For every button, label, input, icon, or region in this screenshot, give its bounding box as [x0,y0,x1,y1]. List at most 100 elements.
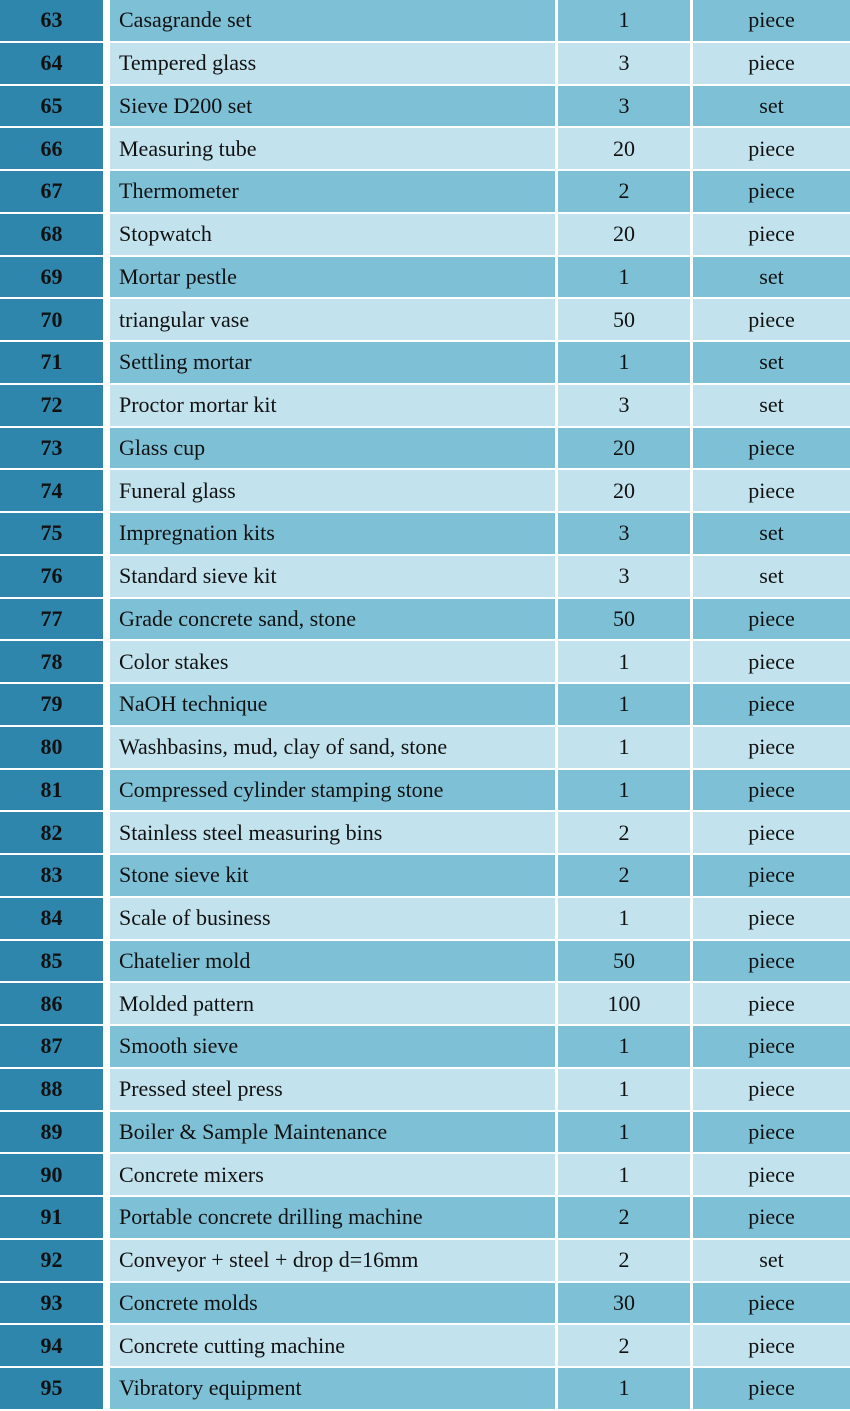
item-name: Tempered glass [110,42,555,84]
item-name: NaOH technique [110,684,555,725]
item-quantity: 30 [558,1282,690,1324]
item-quantity: 1 [558,1154,690,1195]
item-unit: piece [693,726,850,768]
item-unit: piece [693,940,850,982]
item-name: Compressed cylinder stamping stone [110,769,555,811]
item-quantity: 1 [558,684,690,725]
item-unit: piece [693,42,850,84]
table-row: 83 Stone sieve kit 2 piece [0,855,850,896]
table-row: 93 Concrete molds 30 piece [0,1282,850,1324]
item-unit: piece [693,855,850,896]
item-quantity: 1 [558,256,690,298]
item-number: 67 [0,171,103,212]
table-row: 85 Chatelier mold 50 piece [0,940,850,982]
table-row: 68 Stopwatch 20 piece [0,213,850,255]
item-quantity: 2 [558,1197,690,1238]
item-unit: piece [693,0,850,41]
item-quantity: 2 [558,171,690,212]
item-number: 78 [0,641,103,682]
item-unit: piece [693,1026,850,1067]
item-quantity: 3 [558,513,690,554]
item-number: 91 [0,1197,103,1238]
item-quantity: 2 [558,855,690,896]
item-unit: piece [693,1368,850,1409]
item-quantity: 100 [558,983,690,1024]
item-name: Boiler & Sample Maintenance [110,1111,555,1153]
item-number: 81 [0,769,103,811]
item-name: Conveyor + steel + drop d=16mm [110,1239,555,1281]
item-number: 65 [0,85,103,127]
table-row: 95 Vibratory equipment 1 piece [0,1368,850,1409]
item-name: Vibratory equipment [110,1368,555,1409]
item-name: Chatelier mold [110,940,555,982]
item-number: 72 [0,384,103,426]
item-name: Stainless steel measuring bins [110,812,555,853]
item-number: 71 [0,342,103,383]
item-unit: piece [693,897,850,939]
item-name: Sieve D200 set [110,85,555,127]
item-name: Concrete mixers [110,1154,555,1195]
item-name: Scale of business [110,897,555,939]
item-name: Stopwatch [110,213,555,255]
item-quantity: 1 [558,0,690,41]
item-number: 64 [0,42,103,84]
table-row: 80 Washbasins, mud, clay of sand, stone 1 p… [0,726,850,768]
item-unit: set [693,256,850,298]
item-quantity: 1 [558,1111,690,1153]
item-number: 79 [0,684,103,725]
item-number: 94 [0,1325,103,1366]
item-number: 86 [0,983,103,1024]
table-row: 63 Casagrande set 1 piece [0,0,850,41]
item-quantity: 2 [558,1239,690,1281]
item-unit: set [693,384,850,426]
item-unit: piece [693,598,850,640]
item-quantity: 50 [558,940,690,982]
table-row: 74 Funeral glass 20 piece [0,470,850,511]
item-name: Proctor mortar kit [110,384,555,426]
item-name: Funeral glass [110,470,555,511]
item-quantity: 1 [558,1368,690,1409]
item-unit: piece [693,1197,850,1238]
item-unit: piece [693,983,850,1024]
table-row: 78 Color stakes 1 piece [0,641,850,682]
item-unit: piece [693,299,850,340]
table-row: 82 Stainless steel measuring bins 2 piece [0,812,850,853]
item-number: 89 [0,1111,103,1153]
item-unit: piece [693,1111,850,1153]
item-unit: piece [693,641,850,682]
table-row: 72 Proctor mortar kit 3 set [0,384,850,426]
item-number: 73 [0,427,103,469]
item-name: Casagrande set [110,0,555,41]
item-name: Thermometer [110,171,555,212]
item-name: Mortar pestle [110,256,555,298]
table-row: 67 Thermometer 2 piece [0,171,850,212]
item-number: 82 [0,812,103,853]
item-name: Grade concrete sand, stone [110,598,555,640]
item-name: Settling mortar [110,342,555,383]
item-number: 88 [0,1068,103,1110]
table-row: 65 Sieve D200 set 3 set [0,85,850,127]
item-quantity: 3 [558,85,690,127]
item-number: 87 [0,1026,103,1067]
item-number: 74 [0,470,103,511]
item-quantity: 1 [558,1026,690,1067]
item-unit: set [693,513,850,554]
item-name: Concrete cutting machine [110,1325,555,1366]
item-quantity: 3 [558,42,690,84]
table-row: 86 Molded pattern 100 piece [0,983,850,1024]
table-row: 70 triangular vase 50 piece [0,299,850,340]
item-unit: piece [693,1068,850,1110]
table-row: 76 Standard sieve kit 3 set [0,555,850,597]
item-unit: set [693,85,850,127]
item-number: 70 [0,299,103,340]
item-name: Pressed steel press [110,1068,555,1110]
table-row: 64 Tempered glass 3 piece [0,42,850,84]
item-quantity: 20 [558,213,690,255]
item-unit: piece [693,213,850,255]
item-number: 63 [0,0,103,41]
item-unit: piece [693,812,850,853]
item-quantity: 1 [558,641,690,682]
item-quantity: 50 [558,299,690,340]
item-quantity: 1 [558,769,690,811]
item-number: 83 [0,855,103,896]
